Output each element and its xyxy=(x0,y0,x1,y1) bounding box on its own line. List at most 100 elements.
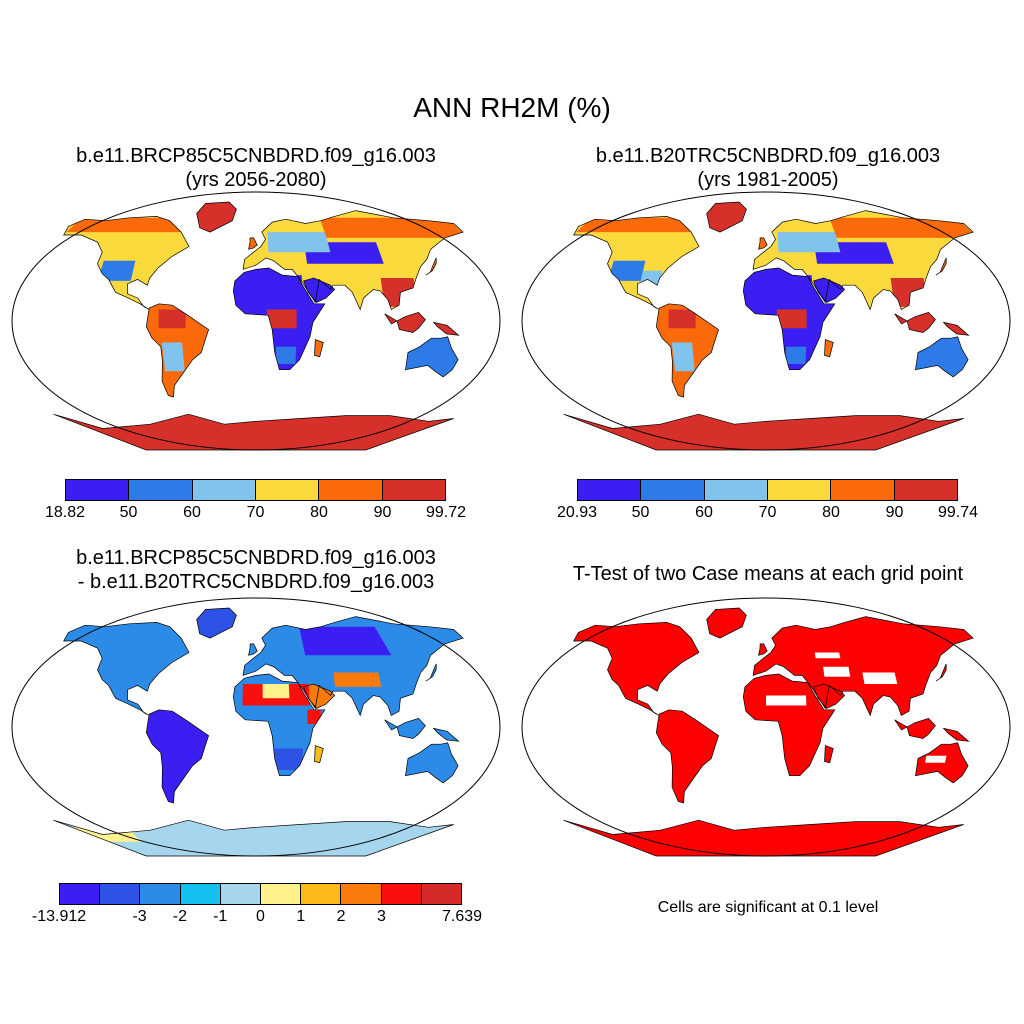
landmass-antarctica xyxy=(53,820,454,856)
data-region xyxy=(333,672,382,687)
coastline xyxy=(425,663,437,682)
data-region xyxy=(776,309,807,329)
coastline xyxy=(63,216,190,310)
landmass-madagascar xyxy=(824,745,834,763)
landmass-newguinea xyxy=(943,322,969,336)
colorbar-swatch xyxy=(341,884,382,904)
coastline xyxy=(303,277,336,303)
panel2-title-line1: b.e11.B20TRC5CNBDRD.f09_g16.003 xyxy=(595,145,941,167)
coastline xyxy=(706,201,747,233)
coastline xyxy=(894,311,936,333)
coastline xyxy=(813,683,846,709)
landmass-newguinea xyxy=(433,728,459,742)
coastline xyxy=(894,717,936,739)
data-region xyxy=(299,626,392,656)
data-region xyxy=(262,684,290,699)
landmass-antarctica xyxy=(563,414,964,450)
data-region xyxy=(266,309,297,329)
map-border xyxy=(521,597,1011,857)
data-region xyxy=(829,217,974,238)
map-border xyxy=(11,597,501,857)
coastline xyxy=(303,683,336,709)
landmass-newguinea xyxy=(433,322,459,336)
colorbar-tick-label: 2 xyxy=(336,908,346,925)
landmass-southAmerica xyxy=(656,709,719,803)
coastline xyxy=(405,336,459,378)
coastline xyxy=(196,201,237,233)
landmass-indonesia xyxy=(384,312,426,333)
coastline xyxy=(53,819,454,857)
colorbar-swatch xyxy=(641,480,705,500)
landmass-arabia xyxy=(303,684,335,709)
colorbar-tick-label: 0 xyxy=(256,908,265,925)
colorbar-swatch xyxy=(192,480,256,500)
landmass-arabia xyxy=(303,278,335,303)
coastline xyxy=(752,616,974,717)
coastline xyxy=(824,339,834,358)
panel4-title: T-Test of two Case means at each grid po… xyxy=(572,563,964,585)
data-region xyxy=(161,342,185,372)
coastline xyxy=(196,607,237,639)
colorbar-swatch xyxy=(140,884,181,904)
coastline xyxy=(248,237,258,250)
colorbar-swatch xyxy=(100,884,141,904)
data-region xyxy=(576,217,703,233)
colorbar-tick-label: 20.93 xyxy=(556,504,598,521)
data-region xyxy=(66,623,140,639)
colorbar-tick-label: 3 xyxy=(376,908,386,925)
panel1-colorbar xyxy=(65,479,446,501)
colorbar-swatch xyxy=(421,884,462,904)
colorbar-tick-label: -1 xyxy=(213,908,228,925)
coastline xyxy=(758,237,768,250)
coastline xyxy=(942,727,970,742)
landmass-madagascar xyxy=(314,339,324,357)
landmass-antarctica xyxy=(53,414,454,450)
landmass-antarctica xyxy=(563,820,964,856)
panel4-map xyxy=(521,597,1011,857)
coastline xyxy=(314,745,324,764)
data-region xyxy=(267,232,331,253)
data-region xyxy=(814,652,841,659)
coastline xyxy=(248,643,258,656)
coastline xyxy=(813,277,846,303)
data-region xyxy=(66,217,193,233)
panel1-map xyxy=(11,191,501,451)
map-border xyxy=(521,191,1011,451)
data-region xyxy=(925,755,947,763)
coastline xyxy=(384,311,426,333)
data-region xyxy=(158,309,186,329)
landmass-greenland xyxy=(706,608,747,639)
coastline xyxy=(573,216,700,310)
colorbar-swatch xyxy=(704,480,768,500)
coastline xyxy=(742,673,836,777)
coastline xyxy=(563,819,964,857)
data-region xyxy=(319,217,464,238)
panel3-title-line2: - b.e11.B20TRC5CNBDRD.f09_g16.003 xyxy=(77,571,435,593)
coastline xyxy=(935,257,947,276)
colorbar-tick-label: 99.74 xyxy=(937,504,979,521)
landmass-madagascar xyxy=(314,745,324,763)
coastline xyxy=(758,643,768,656)
significance-note: Cells are significant at 0.1 level xyxy=(657,899,879,916)
landmass-newguinea xyxy=(943,728,969,742)
coastline xyxy=(53,413,454,451)
colorbar-swatch xyxy=(60,884,101,904)
coastline xyxy=(232,267,326,371)
colorbar-tick-label: 70 xyxy=(246,504,265,521)
panel1-title-line1: b.e11.BRCP85C5CNBDRD.f09_g16.003 xyxy=(76,145,436,167)
colorbar-tick-label: -3 xyxy=(132,908,147,925)
colorbar-tick-label: 99.72 xyxy=(425,504,467,521)
colorbar-swatch xyxy=(319,480,383,500)
colorbar-tick-label: 18.82 xyxy=(44,504,86,521)
colorbar-swatch xyxy=(220,884,262,904)
data-region xyxy=(777,232,841,253)
coastline xyxy=(145,709,210,804)
coastline xyxy=(232,673,326,777)
coastline xyxy=(425,257,437,276)
coastline xyxy=(314,339,324,358)
coastline xyxy=(915,742,969,784)
panel3-title-line1: b.e11.BRCP85C5CNBDRD.f09_g16.003 xyxy=(76,547,436,569)
coastline xyxy=(935,663,947,682)
coastline xyxy=(655,303,720,398)
colorbar-tick-label: 60 xyxy=(695,504,713,521)
